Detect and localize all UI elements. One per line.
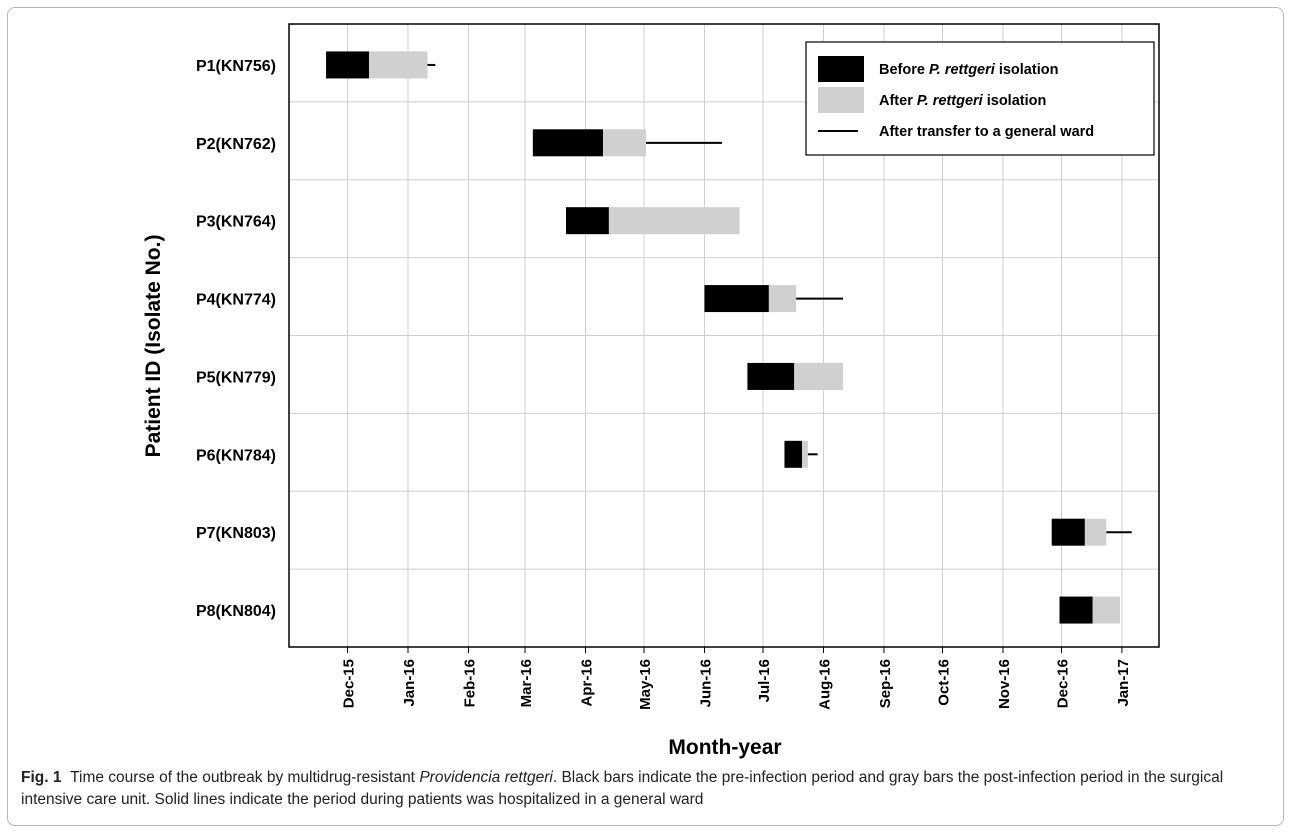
- after-isolation-bar: [608, 207, 740, 235]
- after-isolation-bar: [1092, 596, 1120, 624]
- x-axis-title: Month-year: [668, 736, 781, 759]
- before-isolation-bar: [704, 285, 769, 313]
- patient-label: P1(KN756): [196, 58, 276, 75]
- before-isolation-bar: [1059, 596, 1093, 624]
- caption-text-1: Time course of the outbreak by multidrug…: [70, 769, 420, 786]
- after-isolation-bar: [794, 362, 843, 390]
- patient-label: P7(KN803): [196, 525, 276, 542]
- patient-label: P5(KN779): [196, 369, 276, 386]
- x-tick-label: Feb-16: [461, 659, 478, 707]
- gantt-chart: P1(KN756) P2(KN762) P3(KN764) P4(KN774) P5(K…: [142, 23, 1160, 759]
- x-tick-label: Nov-16: [996, 659, 1013, 709]
- x-tick-label: Oct-16: [935, 659, 952, 706]
- legend-label-before: Before P. rettgeri isolation: [879, 62, 1058, 78]
- patient-label: P6(KN784): [196, 447, 276, 464]
- x-tick-label: Jul-16: [756, 659, 773, 702]
- legend-label-after: After P. rettgeri isolation: [879, 93, 1046, 109]
- caption-text-italic: Providencia rettgeri: [419, 769, 553, 786]
- patient-label: P8(KN804): [196, 603, 276, 620]
- after-isolation-bar: [768, 285, 797, 313]
- before-isolation-bar: [784, 440, 803, 468]
- bars-layer: [326, 51, 1132, 624]
- y-tick-labels: P1(KN756) P2(KN762) P3(KN764) P4(KN774) P5(K…: [196, 58, 276, 620]
- x-tick-label: Sep-16: [877, 659, 894, 708]
- x-tick-label: Jan-16: [401, 659, 418, 707]
- legend: Before P. rettgeri isolation After P. ret…: [805, 41, 1155, 156]
- x-tick-labels: Dec-15 Jan-16 Feb-16 Mar-16 Apr-16 May-16 Jun-…: [341, 647, 1132, 710]
- figure-frame: [7, 7, 1284, 826]
- patient-label: P3(KN764): [196, 214, 276, 231]
- figure-caption: Fig. 1 Time course of the outbreak by mu…: [21, 767, 1271, 811]
- patient-label: P4(KN774): [196, 292, 276, 309]
- legend-swatch-after: [818, 87, 864, 113]
- x-tick-label: Jan-17: [1115, 659, 1132, 707]
- caption-label: Fig. 1: [21, 769, 62, 786]
- before-isolation-bar: [1051, 518, 1085, 546]
- x-tick-label: Dec-15: [341, 659, 358, 708]
- legend-label-ward: After transfer to a general ward: [879, 124, 1094, 140]
- after-isolation-bar: [1084, 518, 1107, 546]
- caption-text-2: . Black bars indicate the pre-infection …: [21, 769, 1224, 808]
- x-tick-label: Mar-16: [518, 659, 535, 707]
- x-tick-label: May-16: [637, 659, 654, 710]
- legend-swatch-before: [818, 56, 864, 82]
- x-tick-label: Aug-16: [816, 659, 833, 710]
- x-tick-label: Jun-16: [697, 659, 714, 707]
- x-tick-label: Apr-16: [579, 659, 596, 707]
- after-isolation-bar: [603, 129, 646, 157]
- after-isolation-bar: [802, 440, 808, 468]
- patient-label: P2(KN762): [196, 136, 276, 153]
- after-isolation-bar: [368, 51, 428, 79]
- x-tick-label: Dec-16: [1054, 659, 1071, 708]
- before-isolation-bar: [326, 51, 369, 79]
- y-axis-title: Patient ID (Isolate No.): [142, 235, 165, 458]
- plot-area-border: [288, 23, 1160, 648]
- before-isolation-bar: [747, 362, 795, 390]
- before-isolation-bar: [532, 129, 604, 157]
- before-isolation-bar: [565, 207, 609, 235]
